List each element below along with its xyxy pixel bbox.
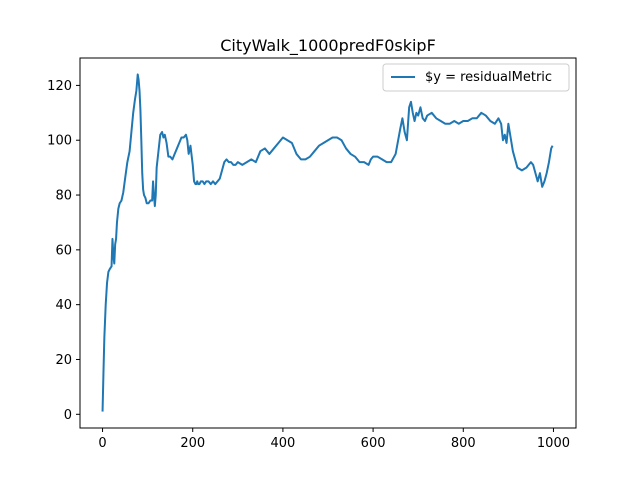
y-tick-label: 80: [55, 189, 72, 204]
y-tick-label: 120: [47, 79, 72, 94]
x-tick-label: 800: [451, 436, 476, 451]
x-tick-label: 600: [361, 436, 386, 451]
x-tick-label: 0: [98, 436, 106, 451]
y-tick-label: 0: [64, 408, 72, 423]
x-tick-label: 1000: [537, 436, 570, 451]
series-line-residual-metric: [101, 73, 554, 412]
legend: $y = residualMetric: [382, 63, 570, 92]
y-tick-label: 60: [55, 243, 72, 258]
y-tick-label: 20: [55, 353, 72, 368]
x-tick-label: 200: [180, 436, 205, 451]
plot-area: 0 200 400 600 800 1000 0 20 40 60 80 100 120: [47, 57, 577, 451]
axes-frame: [79, 57, 577, 429]
legend-label: $y = residualMetric: [425, 70, 552, 85]
y-tick-label: 40: [55, 298, 72, 313]
x-tick-label: 400: [270, 436, 295, 451]
chart-title: CityWalk_1000predF0skipF: [220, 36, 436, 56]
legend-box: [382, 63, 570, 92]
y-tick-label: 100: [47, 134, 72, 149]
